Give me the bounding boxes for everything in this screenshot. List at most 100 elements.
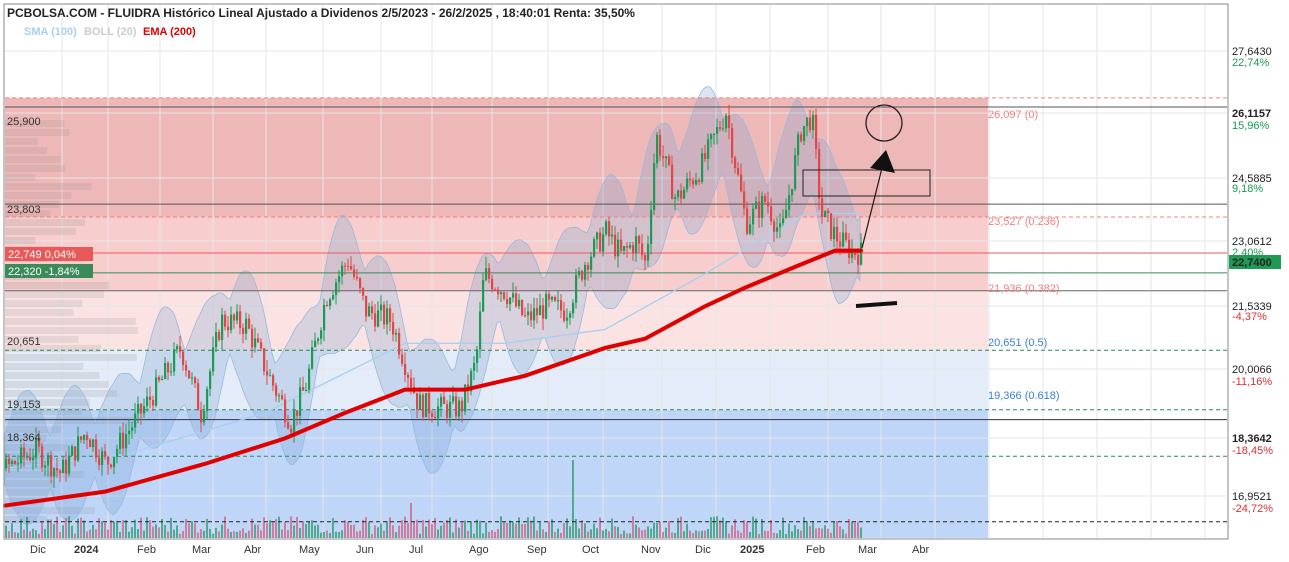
volume-bar [203, 530, 205, 538]
candle-body [488, 268, 491, 279]
candle-body [620, 239, 623, 251]
candle-body [272, 375, 275, 386]
candle-body [215, 331, 218, 348]
volume-bar [791, 531, 793, 538]
volume-profile-bar [5, 309, 74, 316]
marker-tag-label: 22,749 0,04% [8, 249, 76, 261]
time-tick: Dic [695, 544, 711, 556]
candle-body [68, 455, 71, 474]
volume-bar [509, 520, 511, 538]
candle-body [176, 346, 179, 350]
target-circle[interactable] [865, 104, 903, 142]
volume-bar [476, 519, 478, 538]
volume-bar [548, 521, 550, 538]
volume-profile-bar [5, 354, 137, 361]
candle-body [89, 439, 92, 448]
candle-body [416, 392, 419, 410]
volume-bar [536, 530, 538, 538]
candle-body [692, 180, 695, 185]
candle-body [494, 289, 497, 291]
candle-body [350, 266, 353, 270]
candle-body [62, 459, 65, 473]
level-label: 19,153 [7, 399, 41, 411]
price-tick: 16,9521 [1232, 491, 1272, 503]
volume-profile-bar [5, 300, 83, 307]
candle-body [356, 276, 359, 279]
candle-body [830, 213, 833, 240]
arrow-head[interactable] [870, 150, 895, 173]
target-box[interactable] [802, 169, 931, 197]
chart-title: PCBOLSA.COM - FLUIDRA Histórico Lineal A… [7, 6, 635, 20]
candle-body [710, 134, 713, 140]
volume-bar [254, 524, 256, 538]
volume-bar [362, 519, 364, 538]
candle-body [533, 308, 536, 321]
volume-bar [707, 528, 709, 538]
volume-bar [698, 531, 700, 538]
volume-bar [644, 529, 646, 538]
volume-bar [179, 533, 181, 538]
pct-tick: -18,45% [1232, 445, 1273, 457]
candle-body [251, 328, 254, 348]
volume-bar [758, 533, 760, 538]
candle-body [305, 389, 308, 391]
volume-bar [56, 516, 58, 538]
candle-body [686, 178, 689, 190]
volume-profile-bar [5, 282, 110, 289]
volume-bar [575, 519, 577, 538]
volume-bar [149, 520, 151, 538]
annotations[interactable] [802, 104, 931, 308]
volume-bar [107, 529, 109, 538]
volume-bar [821, 528, 823, 538]
candle-body [185, 365, 188, 371]
volume-bar [671, 532, 673, 538]
candle-body [347, 265, 350, 267]
candle-body [788, 195, 791, 210]
candle-body [479, 311, 482, 350]
candle-body [476, 349, 479, 363]
candle-body [716, 127, 719, 134]
candle-body [248, 318, 251, 329]
volume-bar [206, 518, 208, 538]
volume-bar [710, 517, 712, 538]
candle-body [596, 232, 599, 240]
volume-bar [143, 530, 145, 538]
time-tick: Sep [527, 544, 547, 556]
candle-body [212, 347, 215, 372]
candle-body [41, 446, 44, 468]
candle-body [44, 465, 47, 468]
volume-profile-bar [5, 192, 72, 199]
volume-bar [836, 521, 838, 538]
volume-bar [209, 528, 211, 538]
volume-bar [431, 524, 433, 538]
volume-bar [245, 532, 247, 538]
time-tick: Jul [409, 544, 423, 556]
volume-bar [650, 528, 652, 538]
volume-bar [452, 532, 454, 538]
support-mark[interactable] [855, 301, 898, 308]
volume-bar [803, 517, 805, 538]
price-tick: 26,1157 [1232, 108, 1271, 120]
candle-body [707, 139, 710, 159]
candle-body [812, 114, 815, 131]
candle-body [809, 117, 812, 131]
volume-bar [428, 519, 430, 538]
candle-body [275, 385, 278, 396]
time-tick: Jun [356, 544, 374, 556]
volume-bar [614, 526, 616, 538]
fib-label: 19,366 (0.618) [988, 390, 1060, 402]
candle-body [521, 299, 524, 316]
volume-bar [512, 522, 514, 538]
volume-bar [827, 528, 829, 538]
fib-label: 23,527 (0.236) [988, 216, 1060, 228]
candle-body [386, 308, 389, 325]
volume-bar [659, 522, 661, 538]
candle-body [857, 255, 860, 265]
volume-bar [608, 531, 610, 538]
candle-body [722, 128, 725, 130]
candle-body [566, 317, 569, 321]
volume-bar [446, 520, 448, 538]
volume-bar [551, 519, 553, 538]
arrow-line[interactable] [861, 167, 883, 249]
volume-bar [767, 530, 769, 538]
